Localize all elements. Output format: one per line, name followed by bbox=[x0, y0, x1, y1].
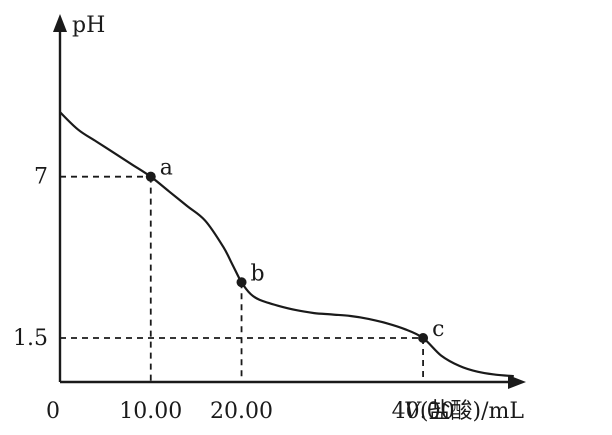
x-tick-label: 40.00 bbox=[392, 399, 455, 424]
point-a bbox=[145, 171, 156, 182]
y-axis-title: pH bbox=[72, 13, 105, 38]
guide-lines bbox=[60, 175, 424, 382]
x-axis-unit: /mL bbox=[481, 399, 524, 424]
y-tick-labels: 71.5 bbox=[13, 165, 48, 351]
point-c bbox=[418, 333, 429, 343]
origin-label: 0 bbox=[46, 399, 60, 424]
point-b bbox=[236, 277, 247, 288]
point-label-c: c bbox=[432, 317, 444, 342]
x-tick-labels: 10.00 20.00 40.00 bbox=[119, 399, 454, 424]
ph-curve bbox=[59, 111, 514, 378]
y-axis-arrow bbox=[53, 14, 67, 32]
y-tick-label: 1.5 bbox=[13, 326, 48, 351]
point-label-a: a bbox=[160, 156, 173, 181]
x-axis-symbol: V bbox=[404, 399, 422, 424]
x-tick-label: 20.00 bbox=[210, 399, 273, 424]
x-axis-substance: (盐酸) bbox=[420, 399, 481, 424]
x-axis-arrow bbox=[508, 375, 526, 389]
point-label-b: b bbox=[251, 261, 265, 286]
key-points: a b c bbox=[145, 156, 444, 343]
y-tick-label: 7 bbox=[34, 165, 48, 190]
x-tick-label: 10.00 bbox=[119, 399, 182, 424]
x-axis-title: V(盐酸)/mL bbox=[404, 399, 524, 424]
